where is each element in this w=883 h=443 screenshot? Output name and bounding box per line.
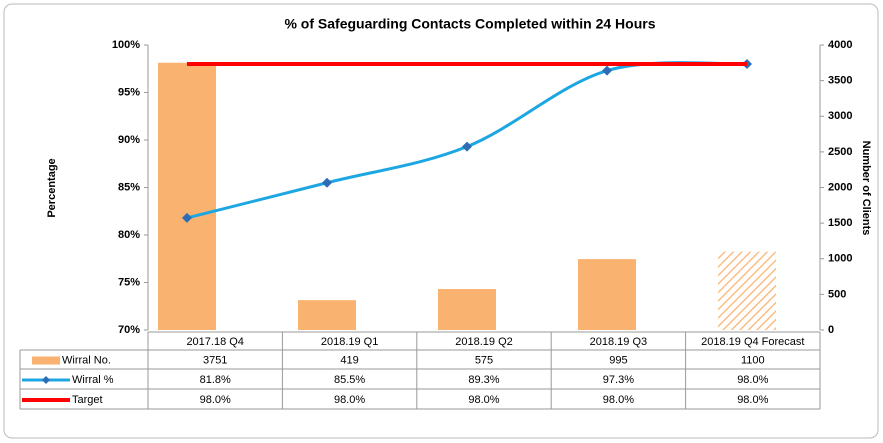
table-cell: 98.0% — [737, 394, 768, 406]
y-tick-label: 85% — [118, 181, 140, 193]
table-cell: 89.3% — [468, 374, 499, 386]
bar — [438, 289, 496, 330]
x-tick-label: 2018.19 Q1 — [321, 336, 379, 348]
table-cell: 98.0% — [737, 374, 768, 386]
table-cell: 419 — [340, 354, 358, 366]
y2-tick-label: 4000 — [828, 39, 852, 51]
y2-tick-label: 2500 — [828, 146, 852, 158]
marker — [322, 177, 332, 188]
y-axis-label: Percentage — [46, 158, 58, 217]
x-tick-label: 2018.19 Q4 Forecast — [701, 336, 804, 348]
bar — [158, 62, 216, 331]
x-tick-label: 2018.19 Q3 — [590, 336, 648, 348]
chart-border — [3, 3, 879, 439]
table-cell: 81.8% — [200, 374, 231, 386]
marker — [182, 212, 192, 223]
y-tick-label: 70% — [118, 324, 140, 336]
y2-tick-label: 3500 — [828, 75, 852, 87]
table-cell: 98.0% — [468, 394, 499, 406]
legend-label: Wirral No. — [62, 354, 111, 366]
marker — [602, 65, 612, 76]
legend-key — [32, 356, 60, 365]
y-tick-label: 100% — [112, 39, 140, 51]
y-tick-label: 80% — [118, 229, 140, 241]
y2-tick-label: 1000 — [828, 253, 852, 265]
x-tick-label: 2017.18 Q4 — [186, 336, 244, 348]
x-tick-label: 2018.19 Q2 — [455, 336, 513, 348]
y-tick-label: 95% — [118, 86, 140, 98]
table-cell: 85.5% — [334, 374, 365, 386]
legend-marker — [42, 376, 50, 384]
table-cell: 3751 — [203, 354, 227, 366]
y2-tick-label: 2000 — [828, 181, 852, 193]
table-cell: 98.0% — [334, 394, 365, 406]
chart-title: % of Safeguarding Contacts Completed wit… — [284, 16, 655, 32]
y2-tick-label: 500 — [828, 288, 846, 300]
y-tick-label: 75% — [118, 276, 140, 288]
y2-tick-label: 0 — [828, 324, 834, 336]
bar — [718, 251, 776, 330]
legend-label: Target — [72, 394, 103, 406]
table-cell: 1100 — [741, 354, 765, 366]
legend-label: Wirral % — [72, 374, 114, 386]
y-tick-label: 90% — [118, 134, 140, 146]
y2-tick-label: 1500 — [828, 217, 852, 229]
table-cell: 97.3% — [603, 374, 634, 386]
y2-tick-label: 3000 — [828, 110, 852, 122]
table-cell: 575 — [475, 354, 493, 366]
y2-axis-label: Number of Clients — [860, 141, 872, 236]
bar — [578, 259, 636, 330]
marker — [462, 141, 472, 152]
bar — [298, 300, 356, 330]
table-cell: 98.0% — [200, 394, 231, 406]
table-cell: 995 — [609, 354, 627, 366]
table-cell: 98.0% — [603, 394, 634, 406]
